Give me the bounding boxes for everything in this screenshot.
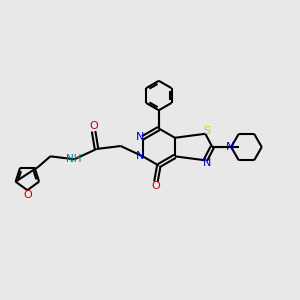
Text: S: S (203, 126, 210, 136)
Text: N: N (226, 142, 235, 152)
Text: N: N (203, 158, 211, 168)
Text: O: O (23, 190, 32, 200)
Text: O: O (152, 181, 160, 191)
Text: O: O (89, 121, 98, 131)
Text: NH: NH (66, 154, 82, 164)
Text: N: N (136, 132, 145, 142)
Text: N: N (136, 151, 145, 161)
